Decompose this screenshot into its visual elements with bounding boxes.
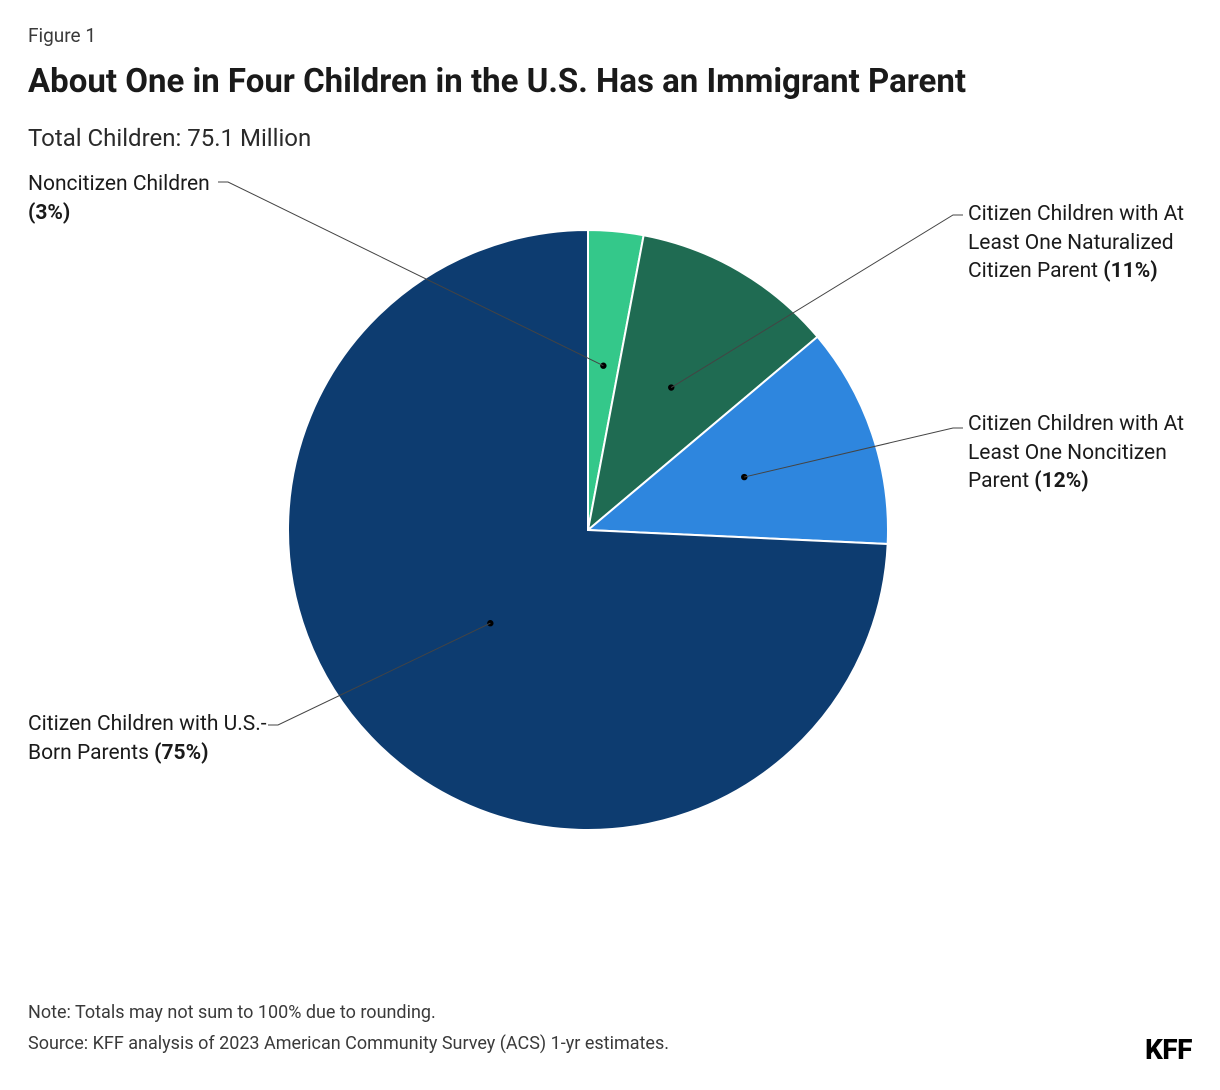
chart-subtitle: Total Children: 75.1 Million xyxy=(28,124,1192,152)
callout-label-text: Noncitizen Children xyxy=(28,172,210,196)
pie-chart-area: Noncitizen Children (3%) Citizen Children… xyxy=(28,170,1192,890)
callout-label-pct: (75%) xyxy=(154,741,208,765)
note-text: Note: Totals may not sum to 100% due to … xyxy=(28,1002,1192,1023)
brand-logo: KFF xyxy=(1145,1033,1192,1066)
figure-label: Figure 1 xyxy=(28,24,1192,47)
callout-label-pct: (11%) xyxy=(1103,259,1157,283)
callout-label-noncitizen: Noncitizen Children (3%) xyxy=(28,170,228,227)
callout-label-pct: (12%) xyxy=(1034,469,1088,493)
callout-label-usborn: Citizen Children with U.S.-Born Parents … xyxy=(28,710,278,767)
callout-label-naturalized: Citizen Children with At Least One Natur… xyxy=(968,200,1188,285)
chart-title: About One in Four Children in the U.S. H… xyxy=(28,61,1028,102)
callout-label-noncit_parent: Citizen Children with At Least One Nonci… xyxy=(968,410,1188,495)
callout-label-pct: (3%) xyxy=(28,201,70,225)
callout-label-text: Citizen Children with U.S.-Born Parents xyxy=(28,712,267,764)
footnotes: Note: Totals may not sum to 100% due to … xyxy=(28,1002,1192,1064)
source-text: Source: KFF analysis of 2023 American Co… xyxy=(28,1033,1192,1054)
